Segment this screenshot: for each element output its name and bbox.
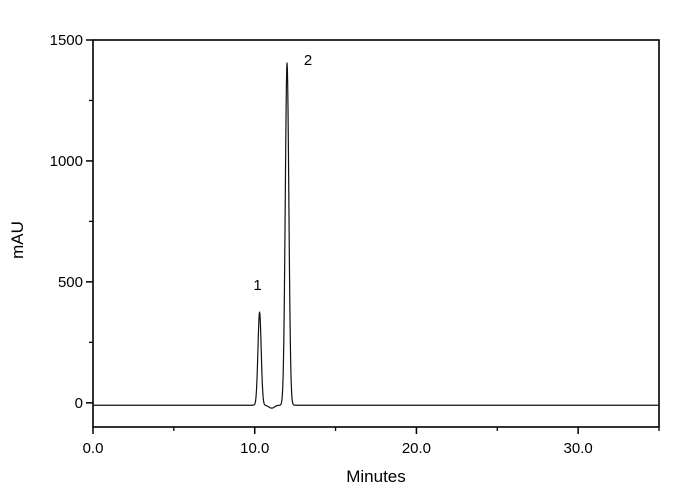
trace-path	[92, 62, 660, 409]
peak-label: 2	[304, 52, 312, 69]
plot-frame-border	[92, 39, 660, 428]
peak-labels: 12	[253, 52, 312, 294]
y-axis-tick-labels: 0 500 1000 1500	[50, 32, 83, 412]
y-tick-label: 0	[75, 395, 83, 412]
y-axis-title: mAU	[8, 221, 27, 259]
peak-label: 1	[253, 277, 261, 294]
y-axis-ticks	[86, 39, 93, 404]
x-tick-label: 20.0	[402, 440, 431, 457]
chromatogram-trace	[92, 62, 660, 409]
x-axis-tick-labels: 0.0 10.0 20.0 30.0	[83, 440, 593, 457]
x-tick-label: 30.0	[564, 440, 593, 457]
x-tick-label: 10.0	[240, 440, 269, 457]
y-tick-label: 1000	[50, 153, 83, 170]
y-tick-label: 500	[58, 274, 83, 291]
x-axis-title: Minutes	[346, 467, 406, 486]
x-tick-label: 0.0	[83, 440, 104, 457]
y-tick-label: 1500	[50, 32, 83, 49]
x-axis-ticks	[92, 427, 660, 434]
